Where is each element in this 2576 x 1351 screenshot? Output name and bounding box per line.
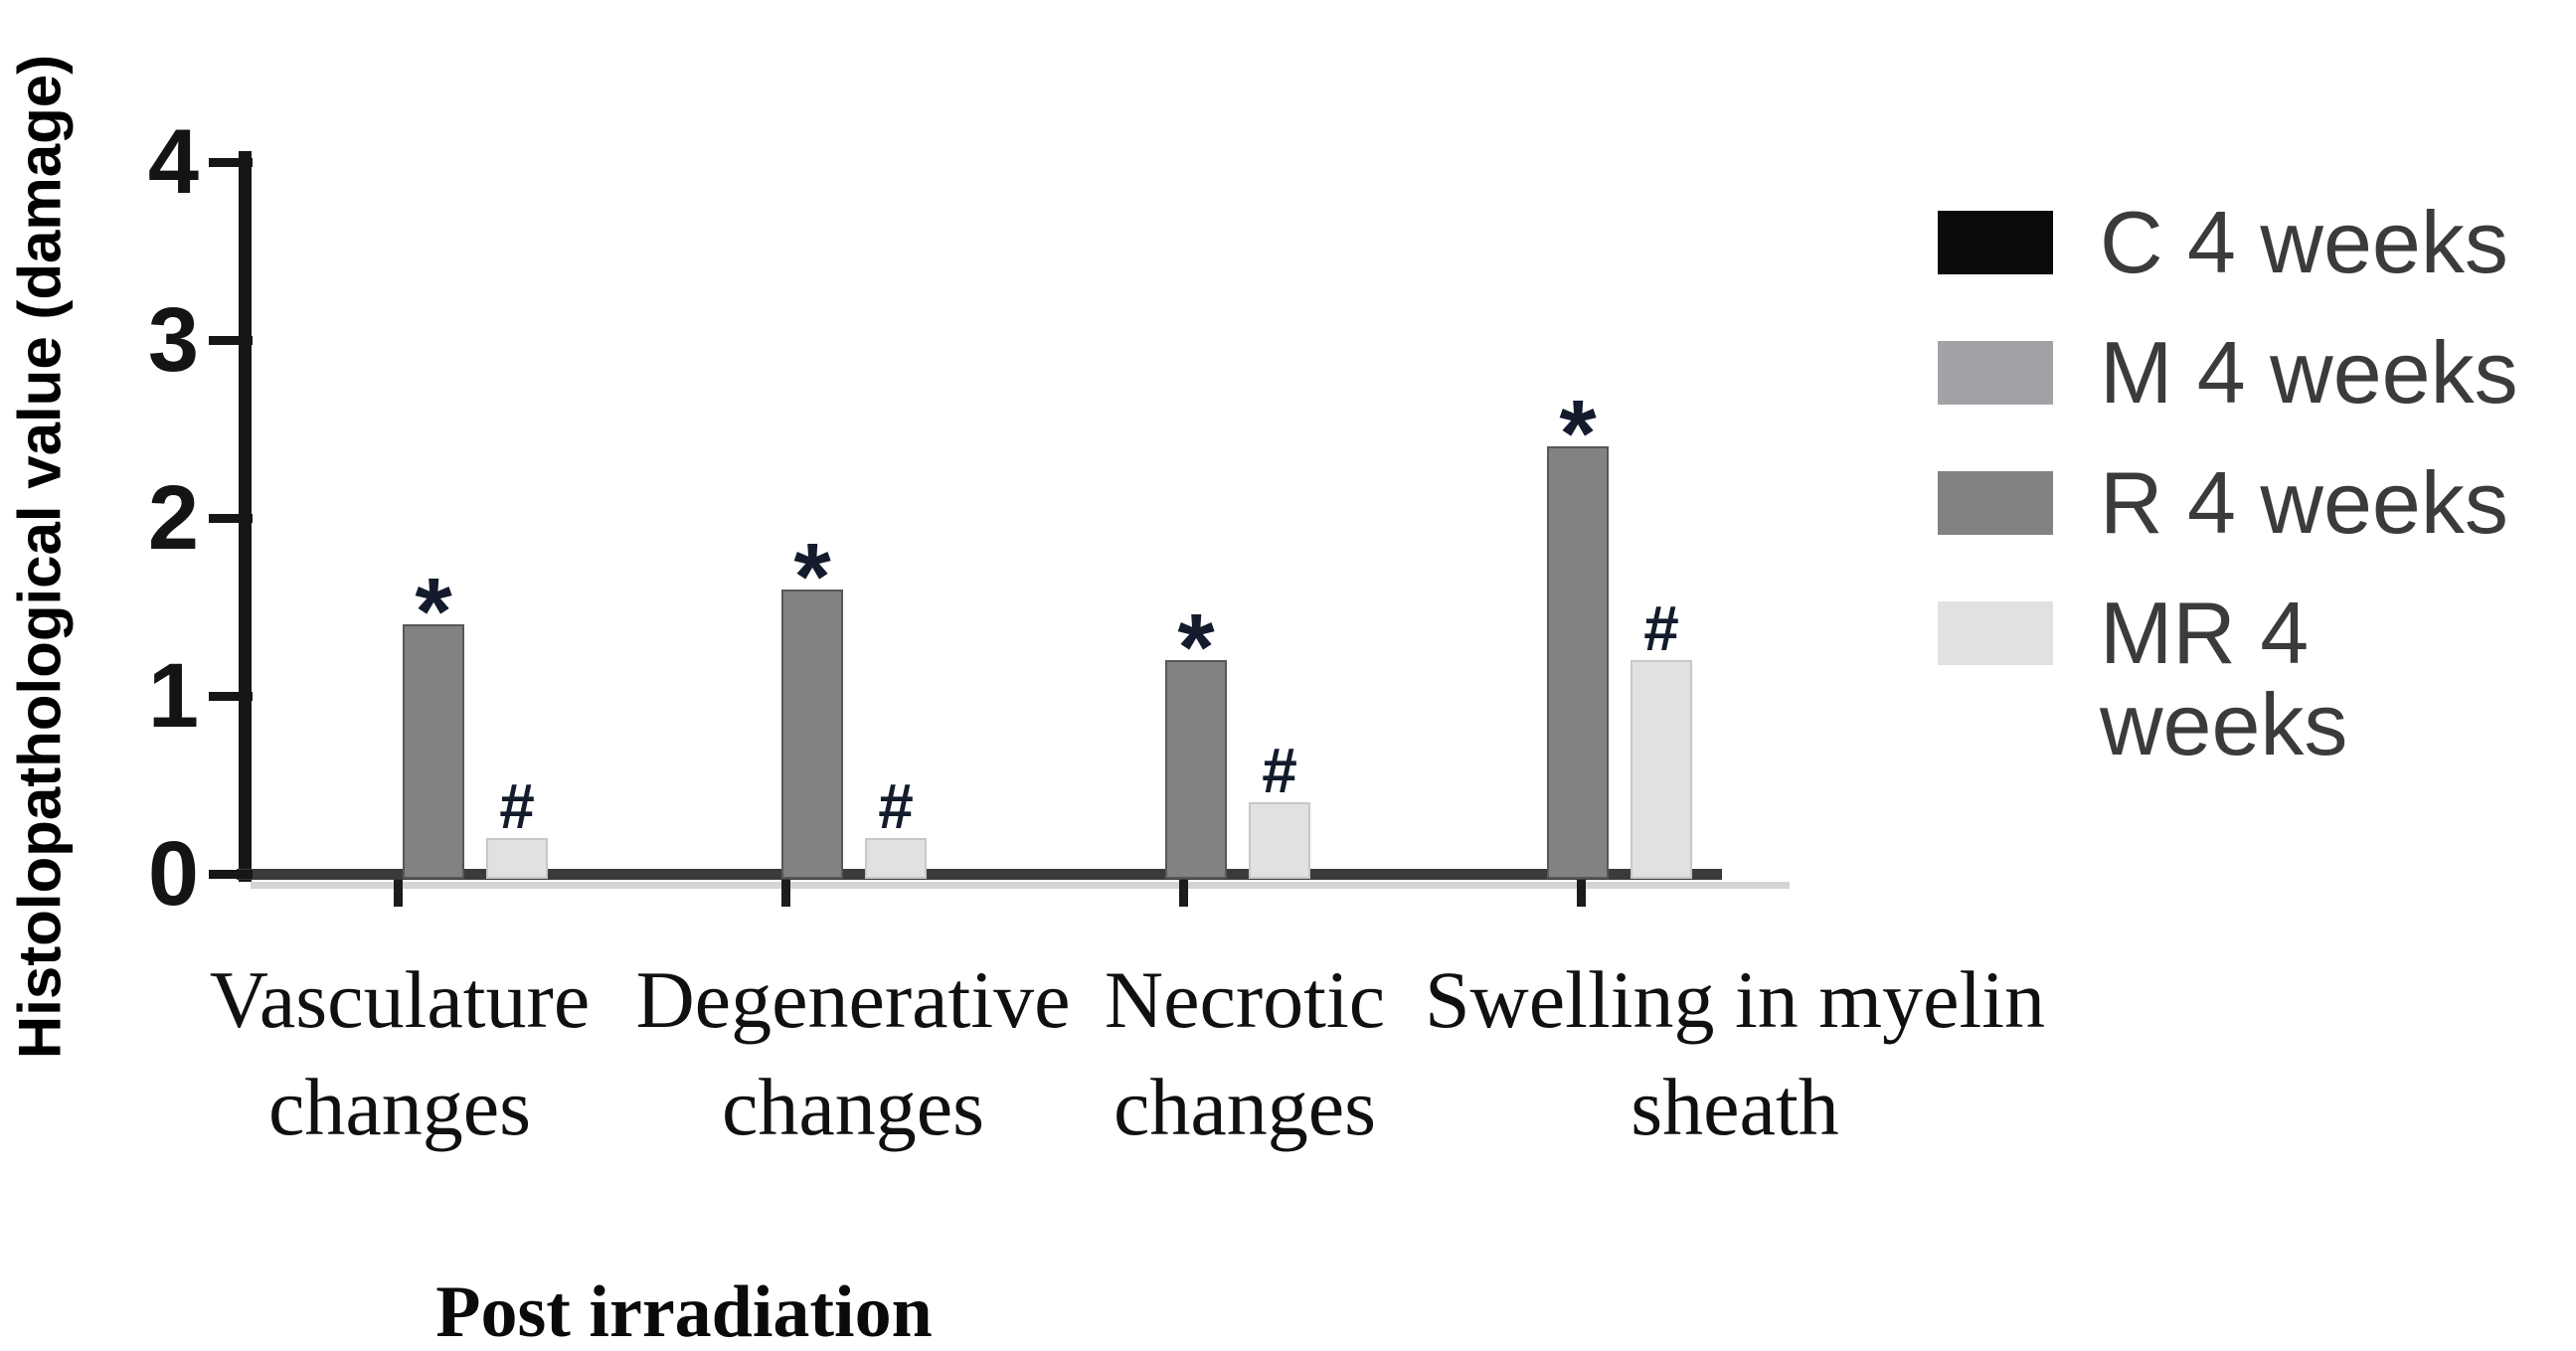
x-tick-mark (1179, 880, 1188, 907)
category-label: Necrotic changes (1104, 954, 1386, 1152)
category-label: Vasculature changes (209, 954, 591, 1152)
bar-r-2 (781, 590, 843, 879)
x-tick-mark (1577, 880, 1586, 907)
bar-mr-4 (1631, 660, 1692, 879)
legend-swatch-mr (1938, 601, 2053, 665)
legend-label: M 4 weeks (2100, 323, 2518, 422)
bar-mr-2 (865, 838, 927, 879)
x-tick-mark (781, 880, 790, 907)
y-tick-mark (209, 158, 253, 167)
significance-hash-marker: # (499, 770, 535, 842)
y-tick-label: 2 (147, 467, 199, 569)
bar-r-3 (1165, 660, 1227, 879)
y-tick-mark (209, 870, 253, 879)
bar-r-1 (403, 624, 464, 879)
legend-label: MR 4 weeks (2100, 584, 2348, 773)
bar-r-4 (1547, 446, 1609, 879)
significance-hash-marker: # (1262, 735, 1297, 806)
x-tick-mark (394, 880, 403, 907)
y-tick-mark (209, 692, 253, 701)
legend-swatch-r (1938, 471, 2053, 535)
significance-star-marker: * (793, 524, 831, 630)
y-tick-label: 4 (147, 111, 199, 213)
significance-hash-marker: # (878, 770, 914, 842)
x-axis-shadow (251, 882, 1790, 889)
y-tick-mark (209, 514, 253, 523)
bar-mr-1 (486, 838, 548, 879)
significance-star-marker: * (415, 559, 452, 665)
x-axis-line (237, 869, 1722, 880)
y-tick-label: 3 (147, 289, 199, 391)
x-axis-title: Post irradiation (435, 1271, 933, 1351)
bar-mr-3 (1249, 802, 1310, 879)
legend-label: C 4 weeks (2100, 193, 2508, 291)
category-label: Degenerative changes (635, 954, 1071, 1152)
legend-label: R 4 weeks (2100, 453, 2508, 552)
y-tick-mark (209, 336, 253, 345)
significance-hash-marker: # (1643, 592, 1679, 664)
legend-swatch-c (1938, 211, 2053, 274)
legend-swatch-m (1938, 341, 2053, 405)
significance-star-marker: * (1177, 594, 1215, 701)
significance-star-marker: * (1559, 381, 1597, 487)
y-tick-label: 1 (147, 645, 199, 747)
y-tick-label: 0 (147, 823, 199, 925)
category-label: Swelling in myelin sheath (1424, 954, 2046, 1152)
